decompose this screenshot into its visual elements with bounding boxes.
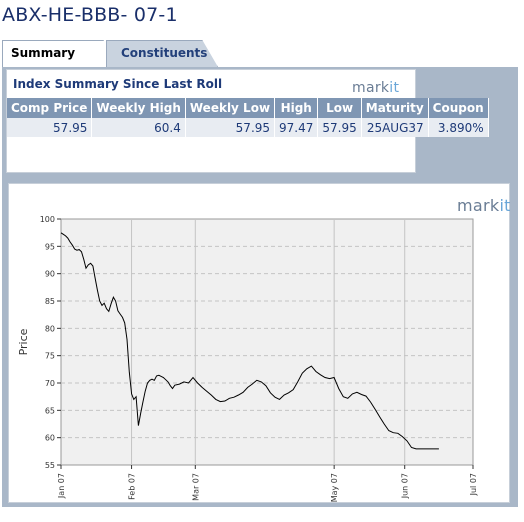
cell-low: 57.95 — [317, 118, 362, 137]
y-tick-label: 70 — [45, 379, 55, 388]
index-summary-card: Index Summary Since Last Roll Comp Price… — [6, 69, 489, 173]
cell-weekly-high: 60.4 — [91, 118, 186, 137]
x-tick-label: Jun 07 — [401, 473, 410, 499]
col-comp-price: Comp Price — [7, 98, 93, 118]
x-tick-label: Jul 07 — [469, 473, 478, 496]
y-tick-label: 75 — [45, 352, 55, 361]
y-axis-label: Price — [17, 328, 30, 355]
col-low: Low — [317, 98, 362, 118]
cell-high: 97.47 — [274, 118, 319, 137]
x-tick-label: Mar 07 — [191, 473, 200, 501]
price-chart: 55 60 65 70 75 80 85 90 95 100 Jan 07 Feb 07 Mar 07 M… — [8, 183, 510, 503]
col-maturity: Maturity — [361, 98, 429, 118]
chart-markit-logo: markit — [457, 196, 511, 215]
x-tick-label: Jan 07 — [57, 473, 66, 499]
x-tick-label: May 07 — [330, 473, 339, 502]
y-tick-label: 100 — [40, 215, 55, 224]
y-tick-label: 85 — [45, 297, 55, 306]
table-row: 57.95 60.4 57.95 97.47 57.95 25AUG37 3.8… — [7, 118, 489, 137]
y-tick-label: 80 — [45, 324, 55, 333]
col-weekly-high: Weekly High — [91, 98, 186, 118]
col-coupon: Coupon — [428, 98, 489, 118]
cell-weekly-low: 57.95 — [185, 118, 276, 137]
cell-maturity: 25AUG37 — [361, 118, 429, 137]
logo-text-it: it — [499, 196, 511, 215]
tab-bar: Summary Constituents — [0, 40, 524, 68]
markit-logo: markit — [352, 80, 399, 96]
col-weekly-low: Weekly Low — [185, 98, 276, 118]
y-tick-label: 65 — [45, 406, 55, 415]
summary-heading: Index Summary Since Last Roll — [13, 77, 223, 91]
tab-summary[interactable]: Summary — [2, 40, 120, 67]
logo-text: mark — [352, 80, 390, 96]
logo-text-it: it — [389, 80, 400, 96]
y-tick-label: 90 — [45, 270, 55, 279]
plot-area — [60, 218, 474, 466]
x-tick-label: Feb 07 — [128, 473, 137, 500]
logo-text: mark — [457, 196, 500, 215]
y-tick-label: 55 — [45, 461, 55, 470]
y-tick-label: 60 — [45, 434, 55, 443]
price-series-line — [60, 232, 439, 450]
summary-header-row: Comp Price Weekly High Weekly Low High L… — [7, 98, 489, 118]
page-title: ABX-HE-BBB- 07-1 — [2, 4, 178, 26]
y-tick-label: 95 — [45, 242, 55, 251]
cell-comp-price: 57.95 — [7, 118, 93, 137]
col-high: High — [274, 98, 319, 118]
summary-table: Comp Price Weekly High Weekly Low High L… — [7, 98, 489, 137]
chart-svg: 55 60 65 70 75 80 85 90 95 100 Jan 07 Feb 07 Mar 07 M… — [17, 215, 478, 502]
cell-coupon: 3.890% — [428, 118, 489, 137]
tab-constituents[interactable]: Constituents — [106, 40, 218, 67]
